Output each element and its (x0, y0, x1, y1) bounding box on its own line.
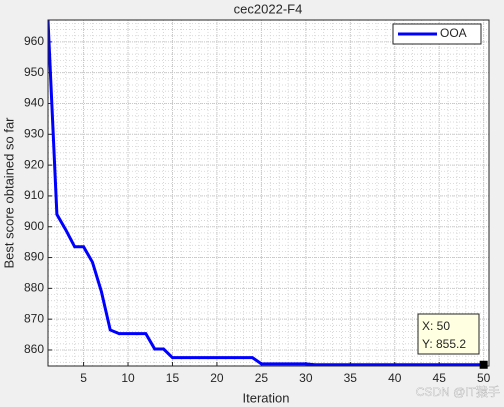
x-tick-label: 35 (344, 371, 358, 385)
y-tick-label: 870 (24, 311, 44, 325)
x-tick-label: 25 (255, 371, 269, 385)
axes-box (47, 19, 490, 367)
x-tick-label: 30 (299, 371, 313, 385)
legend-label: OOA (440, 26, 467, 40)
datatip-y: Y: 855.2 (422, 337, 466, 351)
y-tick-label: 890 (24, 250, 44, 264)
datatip-marker (479, 360, 488, 369)
datatip-box (417, 313, 480, 355)
watermark: CSDN @IT猿手 (416, 384, 500, 399)
x-tick-label: 40 (388, 371, 402, 385)
y-axis-label: Best score obtained so far (1, 117, 16, 269)
y-tick-label: 920 (24, 157, 44, 171)
y-tick-label: 930 (24, 126, 44, 140)
y-tick-label: 940 (24, 96, 44, 110)
x-tick-label: 20 (210, 371, 224, 385)
y-tick-label: 950 (24, 65, 44, 79)
y-tick-label: 880 (24, 281, 44, 295)
datatip-x: X: 50 (422, 319, 450, 333)
y-tick-label: 900 (24, 219, 44, 233)
x-tick-label: 5 (80, 371, 87, 385)
x-tick-label: 50 (477, 371, 491, 385)
axes-bg (48, 20, 489, 366)
y-tick-label: 960 (24, 34, 44, 48)
x-tick-label: 15 (166, 371, 180, 385)
x-tick-label: 10 (121, 371, 135, 385)
line (48, 20, 484, 366)
chart-title: cec2022-F4 (234, 1, 303, 16)
y-tick-label: 910 (24, 188, 44, 202)
x-tick-label: 45 (433, 371, 447, 385)
x-axis-label: Iteration (243, 390, 290, 405)
y-tick-label: 860 (24, 342, 44, 356)
